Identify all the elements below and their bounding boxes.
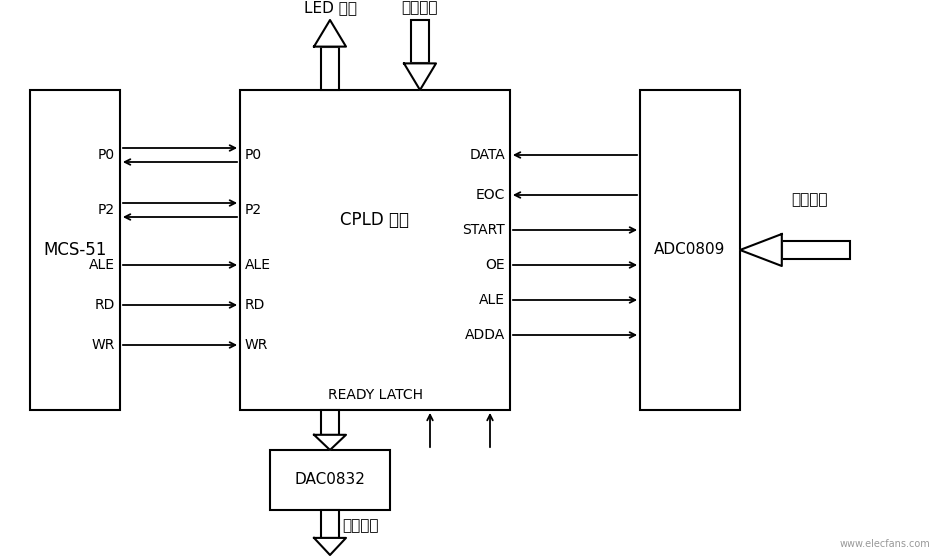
Text: ALE: ALE xyxy=(245,258,271,272)
Bar xyxy=(411,20,429,63)
Text: WR: WR xyxy=(245,338,269,352)
Text: READY LATCH: READY LATCH xyxy=(327,388,422,402)
Text: ADC0809: ADC0809 xyxy=(654,242,726,257)
Text: RD: RD xyxy=(95,298,115,312)
Bar xyxy=(321,510,339,538)
Text: P0: P0 xyxy=(98,148,115,162)
Text: P0: P0 xyxy=(245,148,262,162)
Text: 输入信号: 输入信号 xyxy=(791,193,828,208)
Bar xyxy=(640,90,740,410)
Text: CPLD 芯片: CPLD 芯片 xyxy=(340,211,410,229)
Polygon shape xyxy=(314,20,346,47)
Text: DAC0832: DAC0832 xyxy=(294,472,366,487)
Text: DATA: DATA xyxy=(469,148,505,162)
Bar xyxy=(270,450,390,510)
Text: START: START xyxy=(462,223,505,237)
Text: ALE: ALE xyxy=(89,258,115,272)
Text: www.elecfans.com: www.elecfans.com xyxy=(839,539,930,549)
Polygon shape xyxy=(740,234,782,266)
Text: P2: P2 xyxy=(245,203,262,217)
Text: ALE: ALE xyxy=(479,293,505,307)
Polygon shape xyxy=(314,435,346,450)
Text: RD: RD xyxy=(245,298,265,312)
Text: MCS-51: MCS-51 xyxy=(43,241,106,259)
Text: P2: P2 xyxy=(98,203,115,217)
Text: EOC: EOC xyxy=(476,188,505,202)
Bar xyxy=(321,47,339,90)
Polygon shape xyxy=(314,538,346,555)
Bar xyxy=(30,90,120,410)
Text: 键盘输入: 键盘输入 xyxy=(401,0,438,15)
Text: LED 显示: LED 显示 xyxy=(304,0,356,15)
Text: ADDA: ADDA xyxy=(464,328,505,342)
Bar xyxy=(321,410,339,435)
Bar xyxy=(782,241,850,259)
Text: OE: OE xyxy=(485,258,505,272)
Text: WR: WR xyxy=(91,338,115,352)
Text: 输出信号: 输出信号 xyxy=(342,518,379,533)
Bar xyxy=(240,90,510,410)
Polygon shape xyxy=(404,63,436,90)
